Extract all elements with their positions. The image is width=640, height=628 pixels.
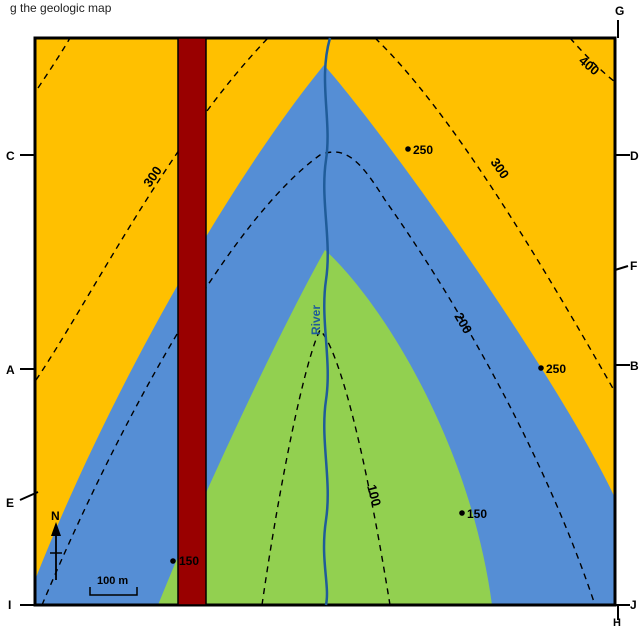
contour-line — [37, 37, 71, 89]
contour-line — [35, 37, 269, 381]
scale-label: 100 m — [97, 575, 128, 587]
edge-label-f: F — [630, 259, 637, 273]
map-frame — [33, 36, 617, 607]
edge-label-h: H — [613, 617, 621, 628]
dike — [177, 37, 207, 606]
edge-label-a: A — [6, 363, 15, 377]
elevation-point — [538, 365, 544, 371]
contour-line — [261, 328, 391, 606]
elevation-point — [459, 510, 465, 516]
contour-label: 100 — [364, 483, 384, 508]
river — [322, 37, 332, 606]
elevation-point — [405, 146, 411, 152]
left-edge-ticks — [19, 154, 39, 606]
contour-line — [374, 37, 616, 393]
edge-label-d: D — [630, 149, 639, 163]
north-arrow: N — [50, 509, 62, 580]
edge-label-j: J — [630, 598, 637, 612]
tick-e — [19, 491, 39, 501]
elevation-label: 150 — [179, 554, 199, 568]
scale-line — [89, 587, 138, 596]
scale-bar: 100 m — [89, 575, 138, 596]
elevation-points: 250 250 150 150 — [170, 143, 566, 568]
elevation-label: 250 — [413, 143, 433, 157]
edge-label-g: G — [615, 4, 624, 18]
contour-lines — [35, 37, 616, 606]
north-arrow-head — [51, 522, 61, 536]
elevation-point — [170, 558, 176, 564]
elevation-label: 250 — [546, 362, 566, 376]
edge-label-e: E — [6, 496, 14, 510]
edge-label-b: B — [630, 359, 639, 373]
elevation-label: 150 — [467, 507, 487, 521]
contour-line — [569, 37, 616, 83]
edge-label-c: C — [6, 149, 15, 163]
river-label: River — [309, 305, 323, 335]
right-edge-ticks — [614, 20, 630, 620]
header-text: g the geologic map — [10, 1, 112, 15]
tick-f — [614, 265, 629, 271]
edge-label-i: I — [8, 598, 11, 612]
north-label: N — [51, 509, 60, 523]
